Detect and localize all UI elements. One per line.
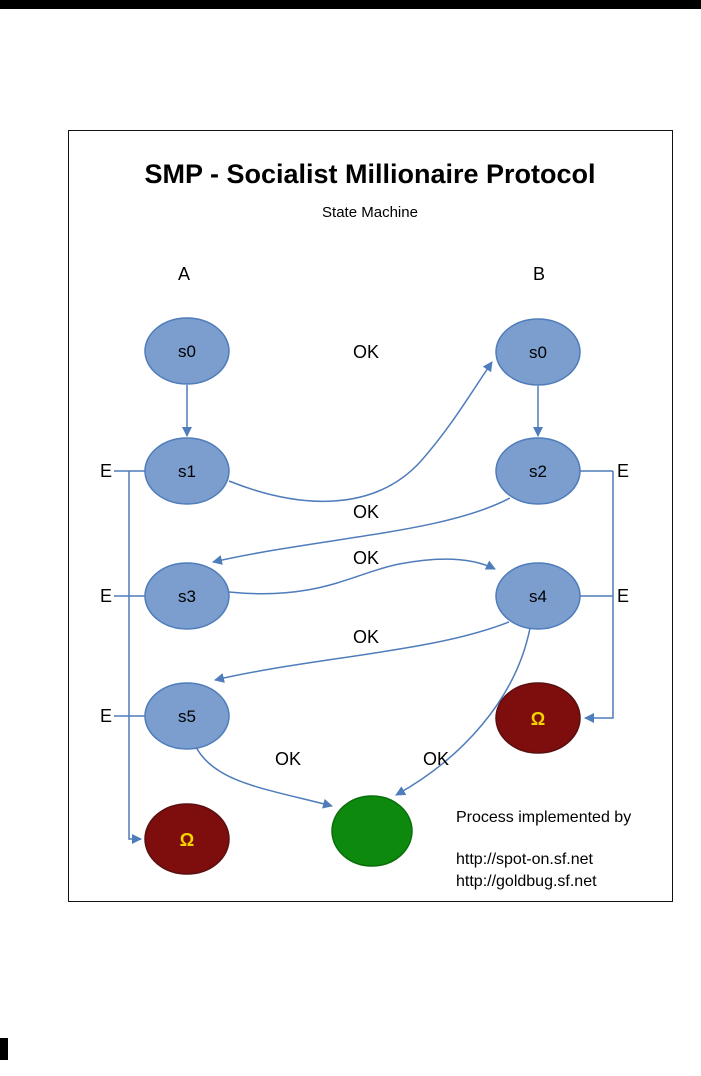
edge-label-ok-s4-s5: OK — [353, 627, 379, 647]
edge-s4-to-s5 — [214, 621, 510, 683]
state-s2-label: s2 — [529, 462, 547, 481]
omega-state-right-label: Ω — [531, 709, 545, 729]
state-machine-diagram: SMP - Socialist Millionaire Protocol Sta… — [100, 159, 631, 890]
edge-label-ok-s2-s3: OK — [353, 502, 379, 522]
edge-s3-to-s4 — [228, 558, 496, 595]
state-s0-b-label: s0 — [529, 343, 547, 362]
omega-state-left — [144, 803, 230, 875]
bottom-left-mark — [0, 1038, 8, 1060]
edge-label-ok-s4-success: OK — [423, 749, 449, 769]
omega-state-right — [495, 682, 581, 754]
state-s4 — [495, 562, 581, 630]
error-rail-left — [128, 471, 142, 844]
error-rail-right — [584, 471, 614, 723]
url-goldbug: http://goldbug.sf.net — [456, 873, 597, 890]
error-label-s1: E — [100, 461, 112, 481]
edge-label-ok-s1-s0b: OK — [353, 342, 379, 362]
error-label-s4: E — [617, 586, 629, 606]
url-spot-on: http://spot-on.sf.net — [456, 851, 594, 868]
state-s0-a-label: s0 — [178, 342, 196, 361]
success-state — [331, 795, 413, 867]
edge-s4-to-success — [395, 627, 531, 796]
omega-state-left-label: Ω — [180, 830, 194, 850]
column-label-a: A — [178, 264, 190, 284]
edge-label-ok-s5-success: OK — [275, 749, 301, 769]
edge-s2-to-s3 — [212, 497, 511, 565]
state-s3 — [144, 562, 230, 630]
footer-caption: Process implemented by — [456, 809, 631, 826]
state-s4-label: s4 — [529, 587, 547, 606]
state-s3-label: s3 — [178, 587, 196, 606]
state-s2 — [495, 437, 581, 505]
state-s5-label: s5 — [178, 707, 196, 726]
column-label-b: B — [533, 264, 545, 284]
error-label-s3: E — [100, 586, 112, 606]
page-subtitle: State Machine — [322, 204, 418, 221]
edge-s5-to-success — [195, 746, 333, 809]
state-s1-label: s1 — [178, 462, 196, 481]
state-s0-b — [495, 318, 581, 386]
edge-s1-to-s0b — [228, 361, 493, 503]
error-label-s2: E — [617, 461, 629, 481]
state-s1 — [144, 437, 230, 505]
page-title: SMP - Socialist Millionaire Protocol — [144, 159, 595, 189]
state-s5 — [144, 682, 230, 750]
edge-label-ok-s3-s4: OK — [353, 548, 379, 568]
error-rail-right-ticks — [580, 470, 613, 597]
top-black-bar — [0, 0, 701, 9]
error-label-s5: E — [100, 706, 112, 726]
diagram-frame: SMP - Socialist Millionaire Protocol Sta… — [68, 130, 673, 902]
state-s0-a — [144, 317, 230, 385]
